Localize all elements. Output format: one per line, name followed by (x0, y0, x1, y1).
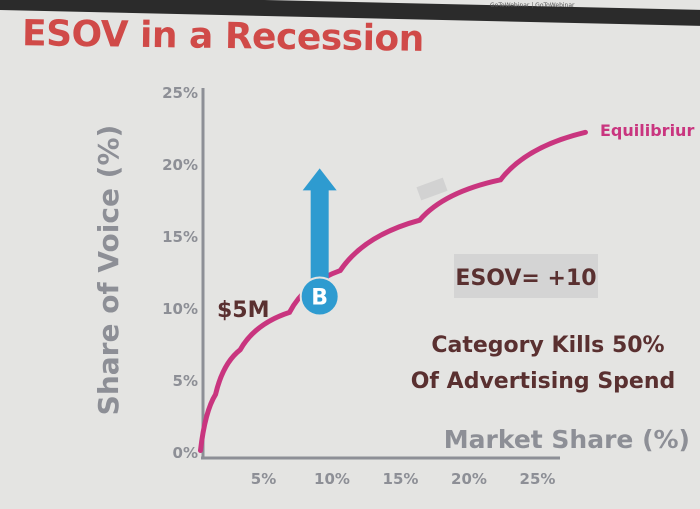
y-tick-label: 10% (162, 300, 198, 318)
window-title: GoToWebinar | GoToWebinar (490, 2, 575, 9)
spend-label: $5M (217, 298, 270, 323)
x-tick-label: 20% (451, 470, 487, 488)
x-tick-label: 25% (520, 470, 556, 488)
note-line-1: Category Kills 50% (431, 333, 664, 358)
y-axis-label: Share of Voice (%) (92, 125, 125, 416)
y-tick-label: 5% (173, 372, 198, 390)
y-tick-label: 0% (173, 444, 198, 462)
x-tick-label: 5% (251, 470, 276, 488)
esov-label: ESOV= +10 (455, 266, 596, 291)
point-b-marker (299, 276, 340, 317)
arrow-up-icon (302, 168, 337, 191)
point-b-label: B (311, 285, 328, 310)
arrow-shaft (310, 188, 329, 297)
y-tick-label: 20% (162, 156, 198, 174)
note-line-2: Of Advertising Spend (411, 369, 676, 394)
x-tick-label: 15% (383, 470, 419, 488)
series-label: Equilibriur (600, 121, 694, 140)
esov-box (454, 254, 598, 298)
y-tick-label: 25% (162, 84, 198, 102)
y-tick-label: 15% (162, 228, 198, 246)
x-tick-label: 10% (314, 470, 350, 488)
x-axis-label: Market Share (%) (444, 425, 690, 454)
equilibrium-line (197, 129, 588, 454)
decorative-rect (416, 177, 448, 201)
